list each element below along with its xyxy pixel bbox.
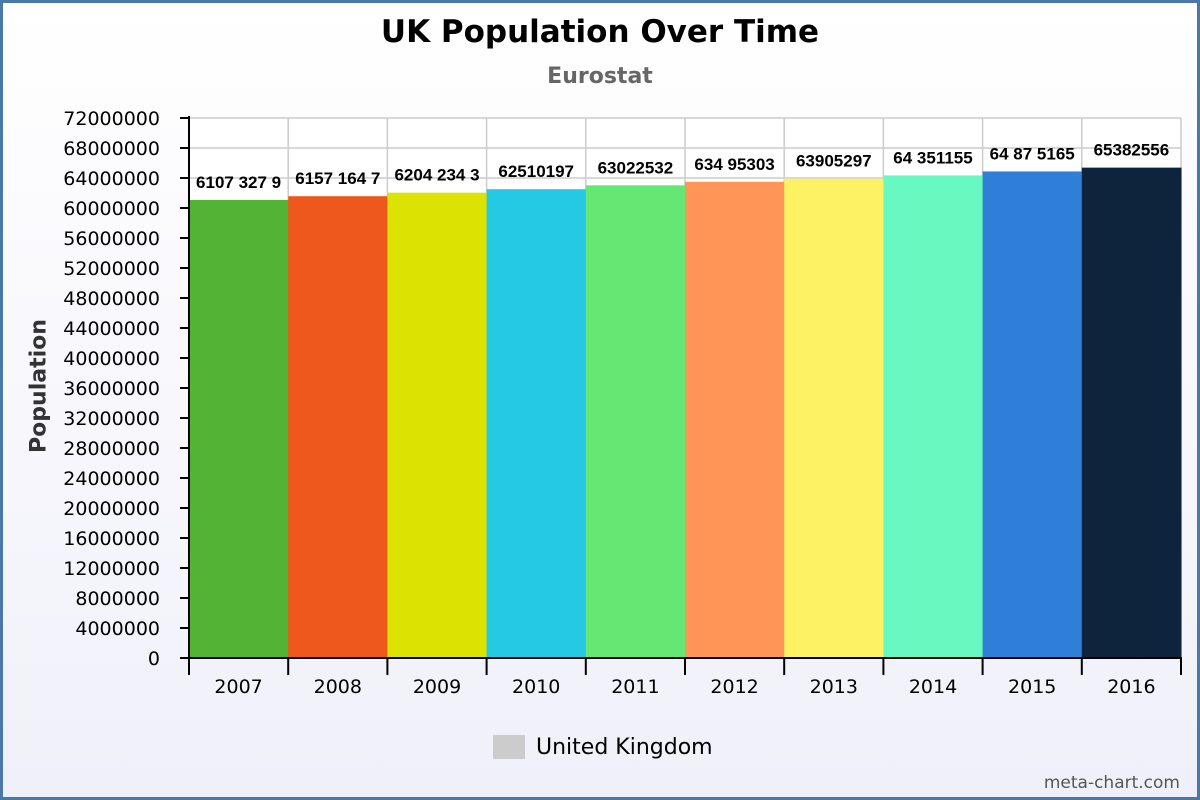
y-tick-label: 28000000 <box>63 438 160 460</box>
credit-link[interactable]: meta-chart.com <box>1043 773 1180 793</box>
y-tick-label: 4000000 <box>75 618 160 640</box>
legend-label: United Kingdom <box>536 734 713 760</box>
y-tick-label: 68000000 <box>63 138 160 160</box>
data-label: 6204 234 3 <box>394 166 479 185</box>
bar-2016 <box>1081 167 1182 658</box>
data-label: 63022532 <box>598 158 674 177</box>
y-tick-label: 56000000 <box>63 228 160 250</box>
bar-2010 <box>486 189 587 658</box>
legend-swatch <box>493 735 525 759</box>
data-label: 634 95303 <box>694 155 774 174</box>
y-tick-label: 36000000 <box>63 378 160 400</box>
y-tick-label: 64000000 <box>63 168 160 190</box>
x-tick-label: 2015 <box>1008 676 1056 698</box>
y-tick-label: 52000000 <box>63 258 160 280</box>
y-tick-label: 40000000 <box>63 348 160 370</box>
bar-2007 <box>189 199 289 658</box>
y-tick-label: 44000000 <box>63 318 160 340</box>
x-tick-label: 2016 <box>1107 676 1155 698</box>
x-tick-label: 2010 <box>512 676 560 698</box>
data-label: 6107 327 9 <box>196 173 281 192</box>
y-tick-label: 12000000 <box>63 558 160 580</box>
bar-2013 <box>784 178 884 658</box>
y-tick-label: 20000000 <box>63 498 160 520</box>
data-label: 64 87 5165 <box>990 144 1075 163</box>
y-tick-label: 0 <box>148 648 160 670</box>
x-tick-label: 2007 <box>214 676 262 698</box>
data-label: 65382556 <box>1094 141 1170 160</box>
x-tick-label: 2008 <box>314 676 362 698</box>
data-label: 6157 164 7 <box>295 169 380 188</box>
x-tick-label: 2009 <box>413 676 461 698</box>
bar-2015 <box>982 171 1083 658</box>
data-label: 64 351155 <box>893 148 972 167</box>
bar-2008 <box>288 196 388 658</box>
bar-2014 <box>883 175 984 658</box>
x-tick-label: 2011 <box>611 676 659 698</box>
bar-2011 <box>585 185 686 659</box>
y-tick-label: 8000000 <box>75 588 160 610</box>
chart-subtitle: Eurostat <box>547 64 653 89</box>
x-tick-label: 2014 <box>909 676 957 698</box>
x-tick-label: 2013 <box>810 676 858 698</box>
data-label: 62510197 <box>498 162 574 181</box>
bar-2012 <box>685 181 785 659</box>
chart-title: UK Population Over Time <box>380 14 820 50</box>
bar-2009 <box>387 192 488 658</box>
y-tick-label: 32000000 <box>63 408 160 430</box>
x-tick-label: 2012 <box>710 676 758 698</box>
y-tick-label: 24000000 <box>63 468 160 490</box>
data-label: 63905297 <box>796 152 872 171</box>
legend[interactable]: United Kingdom <box>493 733 713 761</box>
y-tick-label: 72000000 <box>63 108 160 130</box>
y-tick-label: 60000000 <box>63 198 160 220</box>
y-tick-label: 16000000 <box>63 528 160 550</box>
y-tick-label: 48000000 <box>63 288 160 310</box>
